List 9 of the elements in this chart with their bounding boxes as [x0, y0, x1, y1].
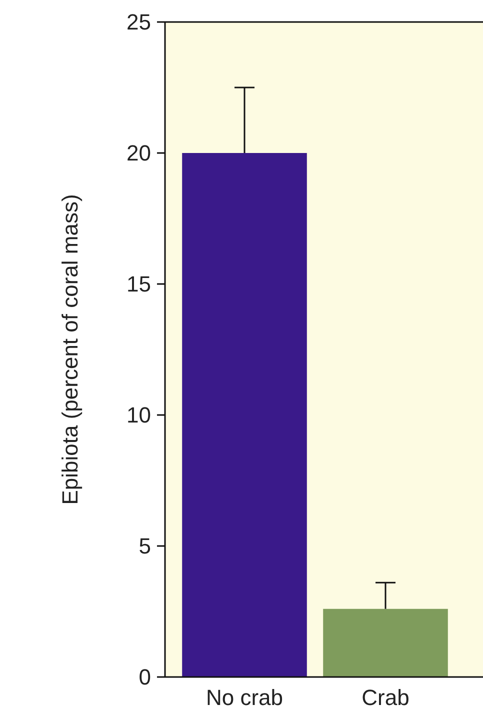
y-tick-label: 25	[126, 10, 151, 35]
y-tick-label: 10	[126, 402, 151, 428]
x-tick-label: No crab	[206, 685, 284, 710]
y-tick-label: 15	[126, 272, 151, 297]
x-tick-label: Crab	[362, 685, 410, 710]
y-tick-label: 20	[126, 140, 151, 166]
y-tick-label: 5	[138, 534, 151, 559]
y-tick-label: 0	[138, 664, 151, 690]
y-axis-title: Epibiota (percent of coral mass)	[58, 194, 83, 505]
